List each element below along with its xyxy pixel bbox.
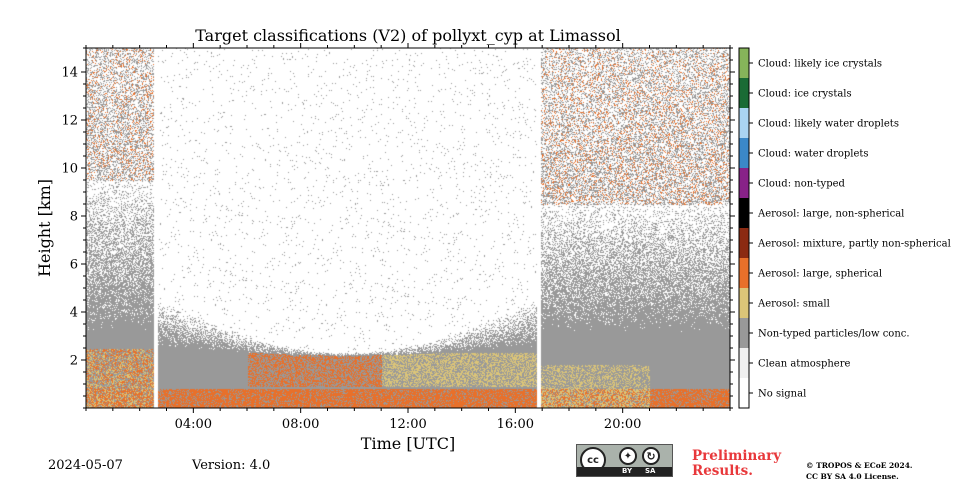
y-tick-label: 10 xyxy=(61,162,78,177)
y-tick-label: 2 xyxy=(70,354,78,369)
classification-heatmap xyxy=(86,48,730,408)
chart-title: Target classifications (V2) of pollyxt_c… xyxy=(195,26,621,45)
y-axis-label: Height [km] xyxy=(35,179,54,277)
legend-label: Cloud: water droplets xyxy=(758,149,869,160)
x-tick-label: 04:00 xyxy=(175,417,212,432)
legend-swatch xyxy=(739,288,749,318)
legend-swatch xyxy=(739,378,749,408)
legend-swatch xyxy=(739,318,749,348)
attribution-icon: ✦ xyxy=(619,447,637,465)
heatmap-image xyxy=(86,48,730,408)
legend-label: Aerosol: mixture, partly non-spherical xyxy=(757,239,951,250)
legend: No signal Clean atmosphere Non-typed parti… xyxy=(738,47,951,409)
x-tick-label: 08:00 xyxy=(282,417,319,432)
legend-swatch xyxy=(739,258,749,288)
cc-sa-text: SA xyxy=(645,467,656,475)
x-tick-label: 20:00 xyxy=(604,417,641,432)
y-tick-label: 12 xyxy=(61,114,78,129)
legend-label: Clean atmosphere xyxy=(758,359,851,370)
legend-label: Cloud: non-typed xyxy=(758,179,846,190)
legend-swatch xyxy=(739,168,749,198)
legend-label: Cloud: likely ice crystals xyxy=(758,59,882,70)
x-tick-label: 16:00 xyxy=(497,417,534,432)
legend-swatch xyxy=(739,108,749,138)
legend-label: Aerosol: large, spherical xyxy=(757,269,882,280)
legend-swatch xyxy=(739,348,749,378)
legend-frame xyxy=(738,47,750,409)
version-label: Version: 4.0 xyxy=(192,458,271,473)
preliminary-line-1: Preliminary xyxy=(692,448,782,464)
legend-label: Cloud: ice crystals xyxy=(758,89,852,100)
y-tick-label: 14 xyxy=(61,66,78,81)
legend-swatch xyxy=(739,198,749,228)
share-alike-icon: ↻ xyxy=(642,447,660,465)
legend-label: Cloud: likely water droplets xyxy=(758,119,899,130)
legend-label: Aerosol: large, non-spherical xyxy=(757,209,904,220)
date-label: 2024-05-07 xyxy=(48,458,123,473)
x-axis: 04:00 08:00 12:00 16:00 20:00 xyxy=(85,43,731,432)
x-tick-label: 12:00 xyxy=(389,417,426,432)
cc-strip xyxy=(577,467,672,476)
legend-label: Non-typed particles/low conc. xyxy=(758,329,910,340)
legend-swatch xyxy=(739,78,749,108)
y-axis: 2 4 6 8 10 12 14 xyxy=(61,47,735,409)
preliminary-line-2: Results. xyxy=(692,463,753,479)
legend-swatch xyxy=(739,48,749,78)
y-tick-label: 6 xyxy=(70,258,78,273)
legend-label: No signal xyxy=(758,389,806,400)
copyright-notice: © TROPOS & ECoE 2024. CC BY SA 4.0 Licen… xyxy=(806,460,913,482)
cc-license-badge[interactable]: cc ✦ ↻ BY SA xyxy=(576,444,673,477)
legend-label: Aerosol: small xyxy=(757,299,830,310)
preliminary-notice: Preliminary Results. xyxy=(692,449,781,479)
plot-area: 04:00 08:00 12:00 16:00 20:00 2 4 6 8 10 12 14 xyxy=(61,43,735,432)
copyright-line-1: © TROPOS & ECoE 2024. xyxy=(806,461,913,470)
copyright-line-2: CC BY SA 4.0 License. xyxy=(806,472,899,481)
legend-swatch xyxy=(739,138,749,168)
cc-by-text: BY xyxy=(622,467,633,475)
y-tick-label: 8 xyxy=(70,210,78,225)
x-axis-label: Time [UTC] xyxy=(361,434,455,453)
legend-swatch xyxy=(739,228,749,258)
y-tick-label: 4 xyxy=(70,306,78,321)
